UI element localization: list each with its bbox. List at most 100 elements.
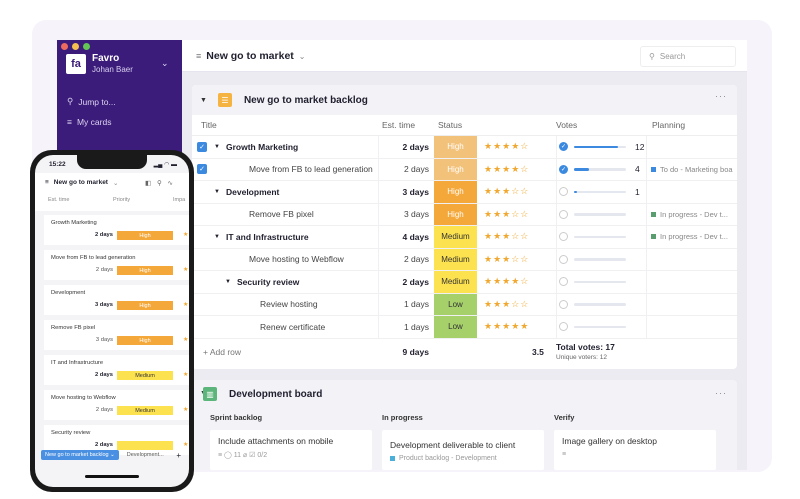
priority-badge[interactable]: Medium bbox=[117, 406, 173, 415]
rating-stars[interactable]: ★★★☆☆ bbox=[484, 298, 530, 309]
more-options-icon[interactable]: ··· bbox=[715, 91, 727, 101]
tab-backlog[interactable]: New go to market backlog ⌄ bbox=[41, 450, 119, 460]
rating-stars[interactable]: ★★★★☆ bbox=[484, 141, 530, 152]
vote-button[interactable] bbox=[559, 254, 568, 264]
rating-stars[interactable]: ★★★★☆ bbox=[484, 276, 530, 287]
table-row[interactable]: Review hosting 1 days Low ★★★☆☆ bbox=[192, 293, 737, 316]
row-title-cell[interactable]: ▼ IT and Infrastructure bbox=[192, 226, 379, 248]
planning-cell[interactable]: In progress - Dev t... bbox=[646, 226, 737, 248]
row-title-cell[interactable]: ▼ Growth Marketing bbox=[192, 136, 379, 158]
sidebar-item-jump-to[interactable]: ⚲ Jump to... bbox=[67, 96, 116, 107]
table-row[interactable]: ▼ Development 3 days High ★★★☆☆ 1 bbox=[192, 181, 737, 204]
planning-cell[interactable]: To do - Marketing boa bbox=[646, 158, 737, 180]
table-row[interactable]: ✓ Move from FB to lead generation 2 days Hi… bbox=[192, 158, 737, 181]
expand-caret-icon[interactable]: ▼ bbox=[214, 233, 220, 240]
priority-badge[interactable]: High bbox=[117, 336, 173, 345]
close-window-button[interactable] bbox=[61, 43, 68, 50]
row-title-cell[interactable]: Move hosting to Webflow bbox=[192, 248, 379, 270]
priority-badge[interactable] bbox=[117, 441, 173, 450]
widget-title[interactable]: New go to market backlog bbox=[243, 94, 368, 106]
table-row[interactable]: Remove FB pixel 3 days High ★★★☆☆ In progres… bbox=[192, 203, 737, 226]
board-card[interactable]: Development deliverable to client Product… bbox=[382, 430, 544, 470]
phone-card[interactable]: Remove FB pixel 3 days High ★ bbox=[44, 320, 189, 350]
menu-icon[interactable]: ≡ bbox=[45, 179, 49, 186]
chevron-down-icon[interactable]: ⌄ bbox=[112, 180, 119, 187]
row-title-cell[interactable]: ▼ Security review bbox=[192, 271, 379, 293]
status-badge[interactable]: High bbox=[434, 136, 477, 158]
status-badge[interactable]: High bbox=[434, 158, 477, 180]
phone-card[interactable]: Growth Marketing 2 days High ★ bbox=[44, 215, 189, 245]
account-chevron-icon[interactable]: ⌄ bbox=[161, 58, 169, 68]
phone-card[interactable]: Development 3 days High ★ bbox=[44, 285, 189, 315]
rating-stars[interactable]: ★★★☆☆ bbox=[484, 253, 530, 264]
sidebar-item-my-cards[interactable]: ≡ My cards bbox=[67, 117, 111, 127]
row-title-cell[interactable]: Review hosting bbox=[192, 293, 379, 315]
vote-button[interactable] bbox=[559, 232, 568, 242]
planning-cell[interactable] bbox=[646, 248, 737, 270]
phone-toolbar-icons[interactable]: ◧ ⚲ ∿ bbox=[145, 180, 175, 187]
collection-title[interactable]: ≡ New go to market ⌄ bbox=[196, 50, 306, 62]
planning-cell[interactable] bbox=[646, 293, 737, 315]
status-badge[interactable]: Low bbox=[434, 293, 477, 315]
vote-button[interactable] bbox=[559, 209, 568, 219]
status-badge[interactable]: Medium bbox=[434, 248, 477, 270]
planning-cell[interactable]: In progress - Dev t... bbox=[646, 203, 737, 225]
planning-cell[interactable] bbox=[646, 271, 737, 293]
row-title-cell[interactable]: Renew certificate bbox=[192, 316, 379, 338]
rating-stars[interactable]: ★★★★☆ bbox=[484, 163, 530, 174]
status-badge[interactable]: High bbox=[434, 181, 477, 203]
add-row-button[interactable]: + Add row bbox=[203, 346, 242, 357]
priority-badge[interactable]: High bbox=[117, 301, 173, 310]
vote-button[interactable] bbox=[559, 277, 568, 287]
vote-button[interactable]: ✓ bbox=[559, 164, 568, 174]
minimize-window-button[interactable] bbox=[72, 43, 79, 50]
collapse-icon[interactable]: ▼ bbox=[200, 96, 207, 104]
board-card[interactable]: Image gallery on desktop ≡ bbox=[554, 430, 716, 470]
phone-card[interactable]: Move from FB to lead generation 2 days Hig… bbox=[44, 250, 189, 280]
widget-title[interactable]: Development board bbox=[229, 389, 323, 400]
planning-cell[interactable] bbox=[646, 181, 737, 203]
status-badge[interactable]: Medium bbox=[434, 271, 477, 293]
rating-stars[interactable]: ★★★☆☆ bbox=[484, 186, 530, 197]
column-votes[interactable]: Votes bbox=[556, 120, 578, 130]
board-card[interactable]: Include attachments on mobile ≡ ◯ 11 ⌀ ☑ … bbox=[210, 430, 372, 470]
status-badge[interactable]: Low bbox=[434, 316, 477, 338]
menu-icon[interactable]: ≡ bbox=[196, 51, 202, 61]
column-status[interactable]: Status bbox=[438, 120, 463, 130]
table-row[interactable]: Renew certificate 1 days Low ★★★★★ bbox=[192, 316, 737, 339]
add-tab-icon[interactable]: + bbox=[176, 450, 181, 460]
row-title-cell[interactable]: ▼ Development bbox=[192, 181, 379, 203]
priority-badge[interactable]: High bbox=[117, 266, 173, 275]
priority-badge[interactable]: Medium bbox=[117, 371, 173, 380]
row-title-cell[interactable]: Move from FB to lead generation bbox=[192, 158, 379, 180]
vote-button[interactable] bbox=[559, 187, 568, 197]
column-title[interactable]: Title bbox=[201, 120, 217, 130]
row-checkbox[interactable]: ✓ bbox=[197, 164, 207, 175]
rating-stars[interactable]: ★★★☆☆ bbox=[484, 208, 530, 219]
column-planning[interactable]: Planning bbox=[652, 120, 686, 130]
column-est-time[interactable]: Est. time bbox=[382, 120, 416, 130]
priority-badge[interactable]: High bbox=[117, 231, 173, 240]
expand-caret-icon[interactable]: ▼ bbox=[225, 278, 231, 285]
table-row[interactable]: ✓ ▼ Growth Marketing 2 days High ★★★★☆ ✓ 12 bbox=[192, 136, 737, 159]
rating-stars[interactable]: ★★★☆☆ bbox=[484, 231, 530, 242]
table-row[interactable]: ▼ IT and Infrastructure 4 days Medium ★★★☆☆ I… bbox=[192, 226, 737, 249]
vote-button[interactable]: ✓ bbox=[559, 142, 568, 152]
row-checkbox[interactable]: ✓ bbox=[197, 141, 207, 152]
phone-title[interactable]: ≡ New go to market ⌄ bbox=[45, 179, 118, 187]
rating-stars[interactable]: ★★★★★ bbox=[484, 321, 530, 332]
planning-cell[interactable] bbox=[646, 316, 737, 338]
chevron-down-icon[interactable]: ⌄ bbox=[298, 51, 306, 61]
maximize-window-button[interactable] bbox=[83, 43, 90, 50]
phone-card[interactable]: IT and Infrastructure 2 days Medium ★ bbox=[44, 355, 189, 385]
expand-caret-icon[interactable]: ▼ bbox=[214, 188, 220, 195]
search-input[interactable]: ⚲ Search bbox=[640, 46, 736, 67]
status-badge[interactable]: High bbox=[434, 203, 477, 225]
row-title-cell[interactable]: Remove FB pixel bbox=[192, 203, 379, 225]
phone-card[interactable]: Move hosting to Webflow 2 days Medium ★ bbox=[44, 390, 189, 420]
vote-button[interactable] bbox=[559, 322, 568, 332]
table-row[interactable]: Move hosting to Webflow 2 days Medium ★★★☆☆ bbox=[192, 248, 737, 271]
tab-development[interactable]: Development... bbox=[126, 452, 164, 458]
status-badge[interactable]: Medium bbox=[434, 226, 477, 248]
vote-button[interactable] bbox=[559, 299, 568, 309]
